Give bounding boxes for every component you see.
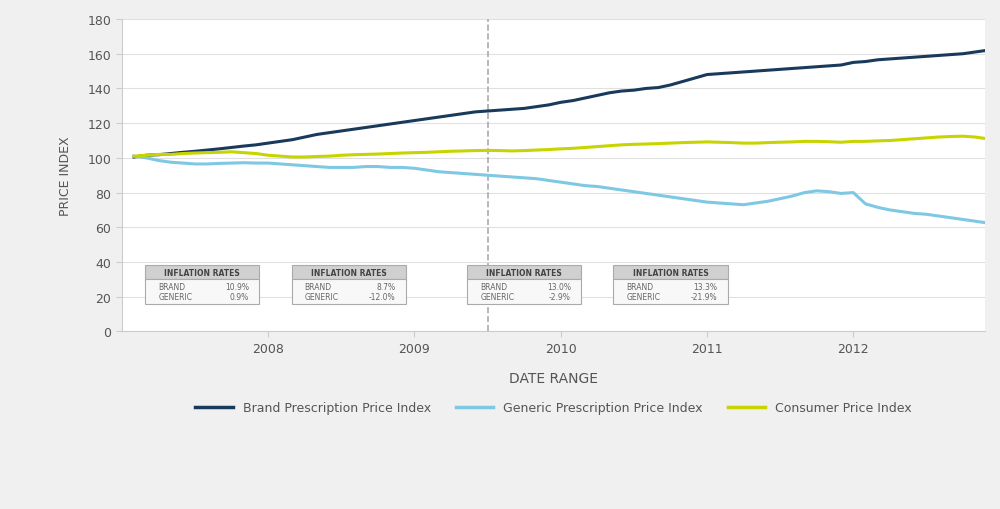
Generic Prescription Price Index	[128, 154, 140, 160]
Text: INFLATION RATES: INFLATION RATES	[164, 268, 240, 277]
Bar	[292, 266, 406, 280]
Generic Prescription Price Index	[713, 201, 725, 207]
Text: GENERIC: GENERIC	[305, 293, 339, 302]
Generic Prescription Price Index	[616, 187, 628, 193]
Consumer Price Index	[957, 134, 969, 140]
Generic Prescription Price Index	[421, 167, 433, 174]
Consumer Price Index	[689, 140, 701, 146]
Text: 13.0%: 13.0%	[547, 282, 571, 291]
Text: GENERIC: GENERIC	[158, 293, 192, 302]
Bar	[145, 266, 259, 280]
Generic Prescription Price Index	[994, 223, 1000, 229]
Generic Prescription Price Index	[250, 161, 262, 167]
Brand Prescription Price Index	[616, 89, 628, 95]
Text: GENERIC: GENERIC	[627, 293, 661, 302]
Line: Consumer Price Index: Consumer Price Index	[134, 137, 1000, 158]
Text: -2.9%: -2.9%	[549, 293, 571, 302]
Text: -12.0%: -12.0%	[369, 293, 395, 302]
Text: 109.06: 109.06	[0, 508, 1, 509]
Generic Prescription Price Index	[677, 196, 689, 202]
Consumer Price Index	[628, 142, 640, 148]
Consumer Price Index	[287, 155, 299, 161]
Generic Prescription Price Index	[335, 165, 347, 171]
Bar	[467, 280, 581, 304]
Bar	[292, 280, 406, 304]
Legend: Brand Prescription Price Index, Generic Prescription Price Index, Consumer Price: Brand Prescription Price Index, Generic …	[190, 396, 917, 419]
Text: 8.7%: 8.7%	[376, 282, 395, 291]
Brand Prescription Price Index	[128, 155, 140, 161]
Consumer Price Index	[128, 154, 140, 160]
Text: BRAND: BRAND	[158, 282, 186, 291]
Bar	[145, 280, 259, 304]
Text: GENERIC: GENERIC	[480, 293, 514, 302]
Text: INFLATION RATES: INFLATION RATES	[486, 268, 562, 277]
Brand Prescription Price Index	[677, 79, 689, 86]
Consumer Price Index	[725, 140, 737, 147]
Text: BRAND: BRAND	[480, 282, 507, 291]
Brand Prescription Price Index	[713, 71, 725, 77]
Bar	[613, 266, 728, 280]
Text: DATE RANGE: DATE RANGE	[509, 372, 598, 385]
Text: 60.96: 60.96	[0, 508, 1, 509]
Text: INFLATION RATES: INFLATION RATES	[311, 268, 387, 277]
Text: -21.9%: -21.9%	[691, 293, 717, 302]
Text: 13.3%: 13.3%	[693, 282, 717, 291]
Text: BRAND: BRAND	[627, 282, 654, 291]
Bar	[613, 280, 728, 304]
Brand Prescription Price Index	[335, 129, 347, 135]
Text: 0.9%: 0.9%	[230, 293, 249, 302]
Text: PRICE INDEX: PRICE INDEX	[59, 136, 72, 216]
Consumer Price Index	[994, 140, 1000, 146]
Brand Prescription Price Index	[994, 46, 1000, 52]
Text: 10.9%: 10.9%	[225, 282, 249, 291]
Line: Brand Prescription Price Index: Brand Prescription Price Index	[134, 49, 1000, 158]
Consumer Price Index	[250, 151, 262, 157]
Brand Prescription Price Index	[421, 117, 433, 123]
Text: 163.08: 163.08	[0, 508, 1, 509]
Brand Prescription Price Index	[250, 143, 262, 149]
Line: Generic Prescription Price Index: Generic Prescription Price Index	[134, 157, 1000, 226]
Consumer Price Index	[433, 150, 445, 156]
Consumer Price Index	[933, 135, 945, 141]
Bar	[467, 266, 581, 280]
Text: INFLATION RATES: INFLATION RATES	[633, 268, 708, 277]
Text: BRAND: BRAND	[305, 282, 332, 291]
